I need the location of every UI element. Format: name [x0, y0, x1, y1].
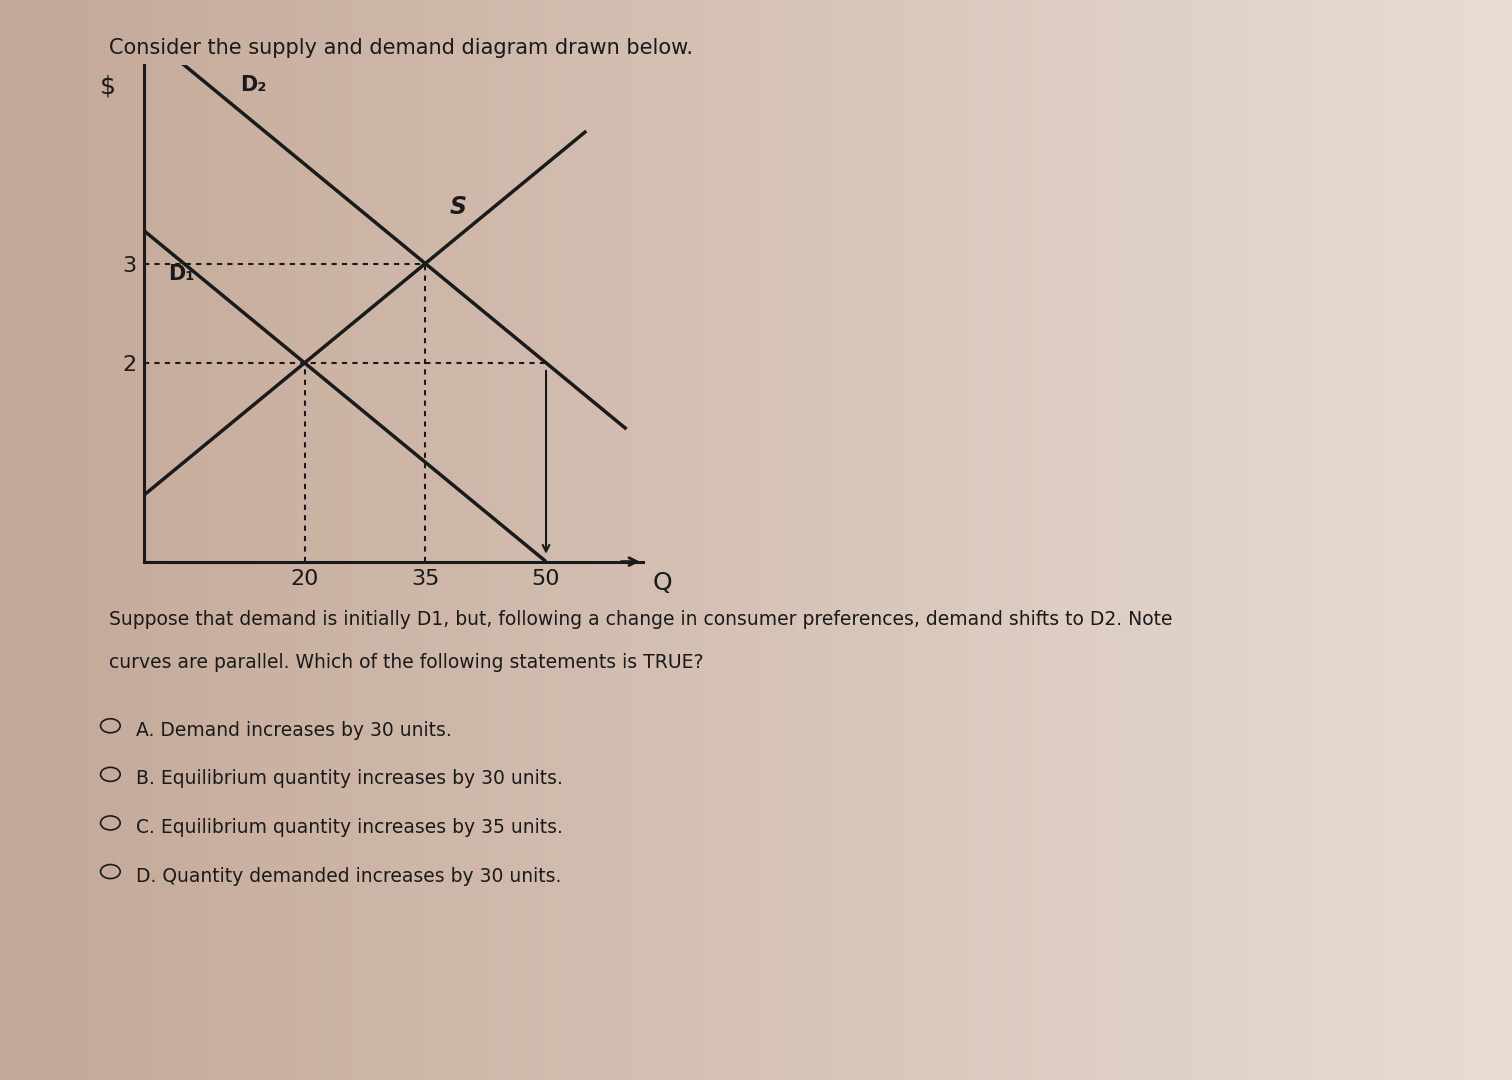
Text: C. Equilibrium quantity increases by 35 units.: C. Equilibrium quantity increases by 35 … — [136, 818, 562, 837]
Text: Consider the supply and demand diagram drawn below.: Consider the supply and demand diagram d… — [109, 38, 692, 58]
Text: D₁: D₁ — [168, 265, 194, 284]
Text: Suppose that demand is initially D1, but, following a change in consumer prefere: Suppose that demand is initially D1, but… — [109, 610, 1172, 630]
Text: S: S — [449, 194, 467, 219]
Text: A. Demand increases by 30 units.: A. Demand increases by 30 units. — [136, 720, 452, 740]
Text: D₂: D₂ — [240, 76, 266, 95]
Text: $: $ — [100, 75, 115, 98]
Text: curves are parallel. Which of the following statements is TRUE?: curves are parallel. Which of the follow… — [109, 653, 703, 673]
Text: B. Equilibrium quantity increases by 30 units.: B. Equilibrium quantity increases by 30 … — [136, 769, 562, 788]
Text: D. Quantity demanded increases by 30 units.: D. Quantity demanded increases by 30 uni… — [136, 866, 561, 886]
Text: Q: Q — [652, 571, 671, 595]
